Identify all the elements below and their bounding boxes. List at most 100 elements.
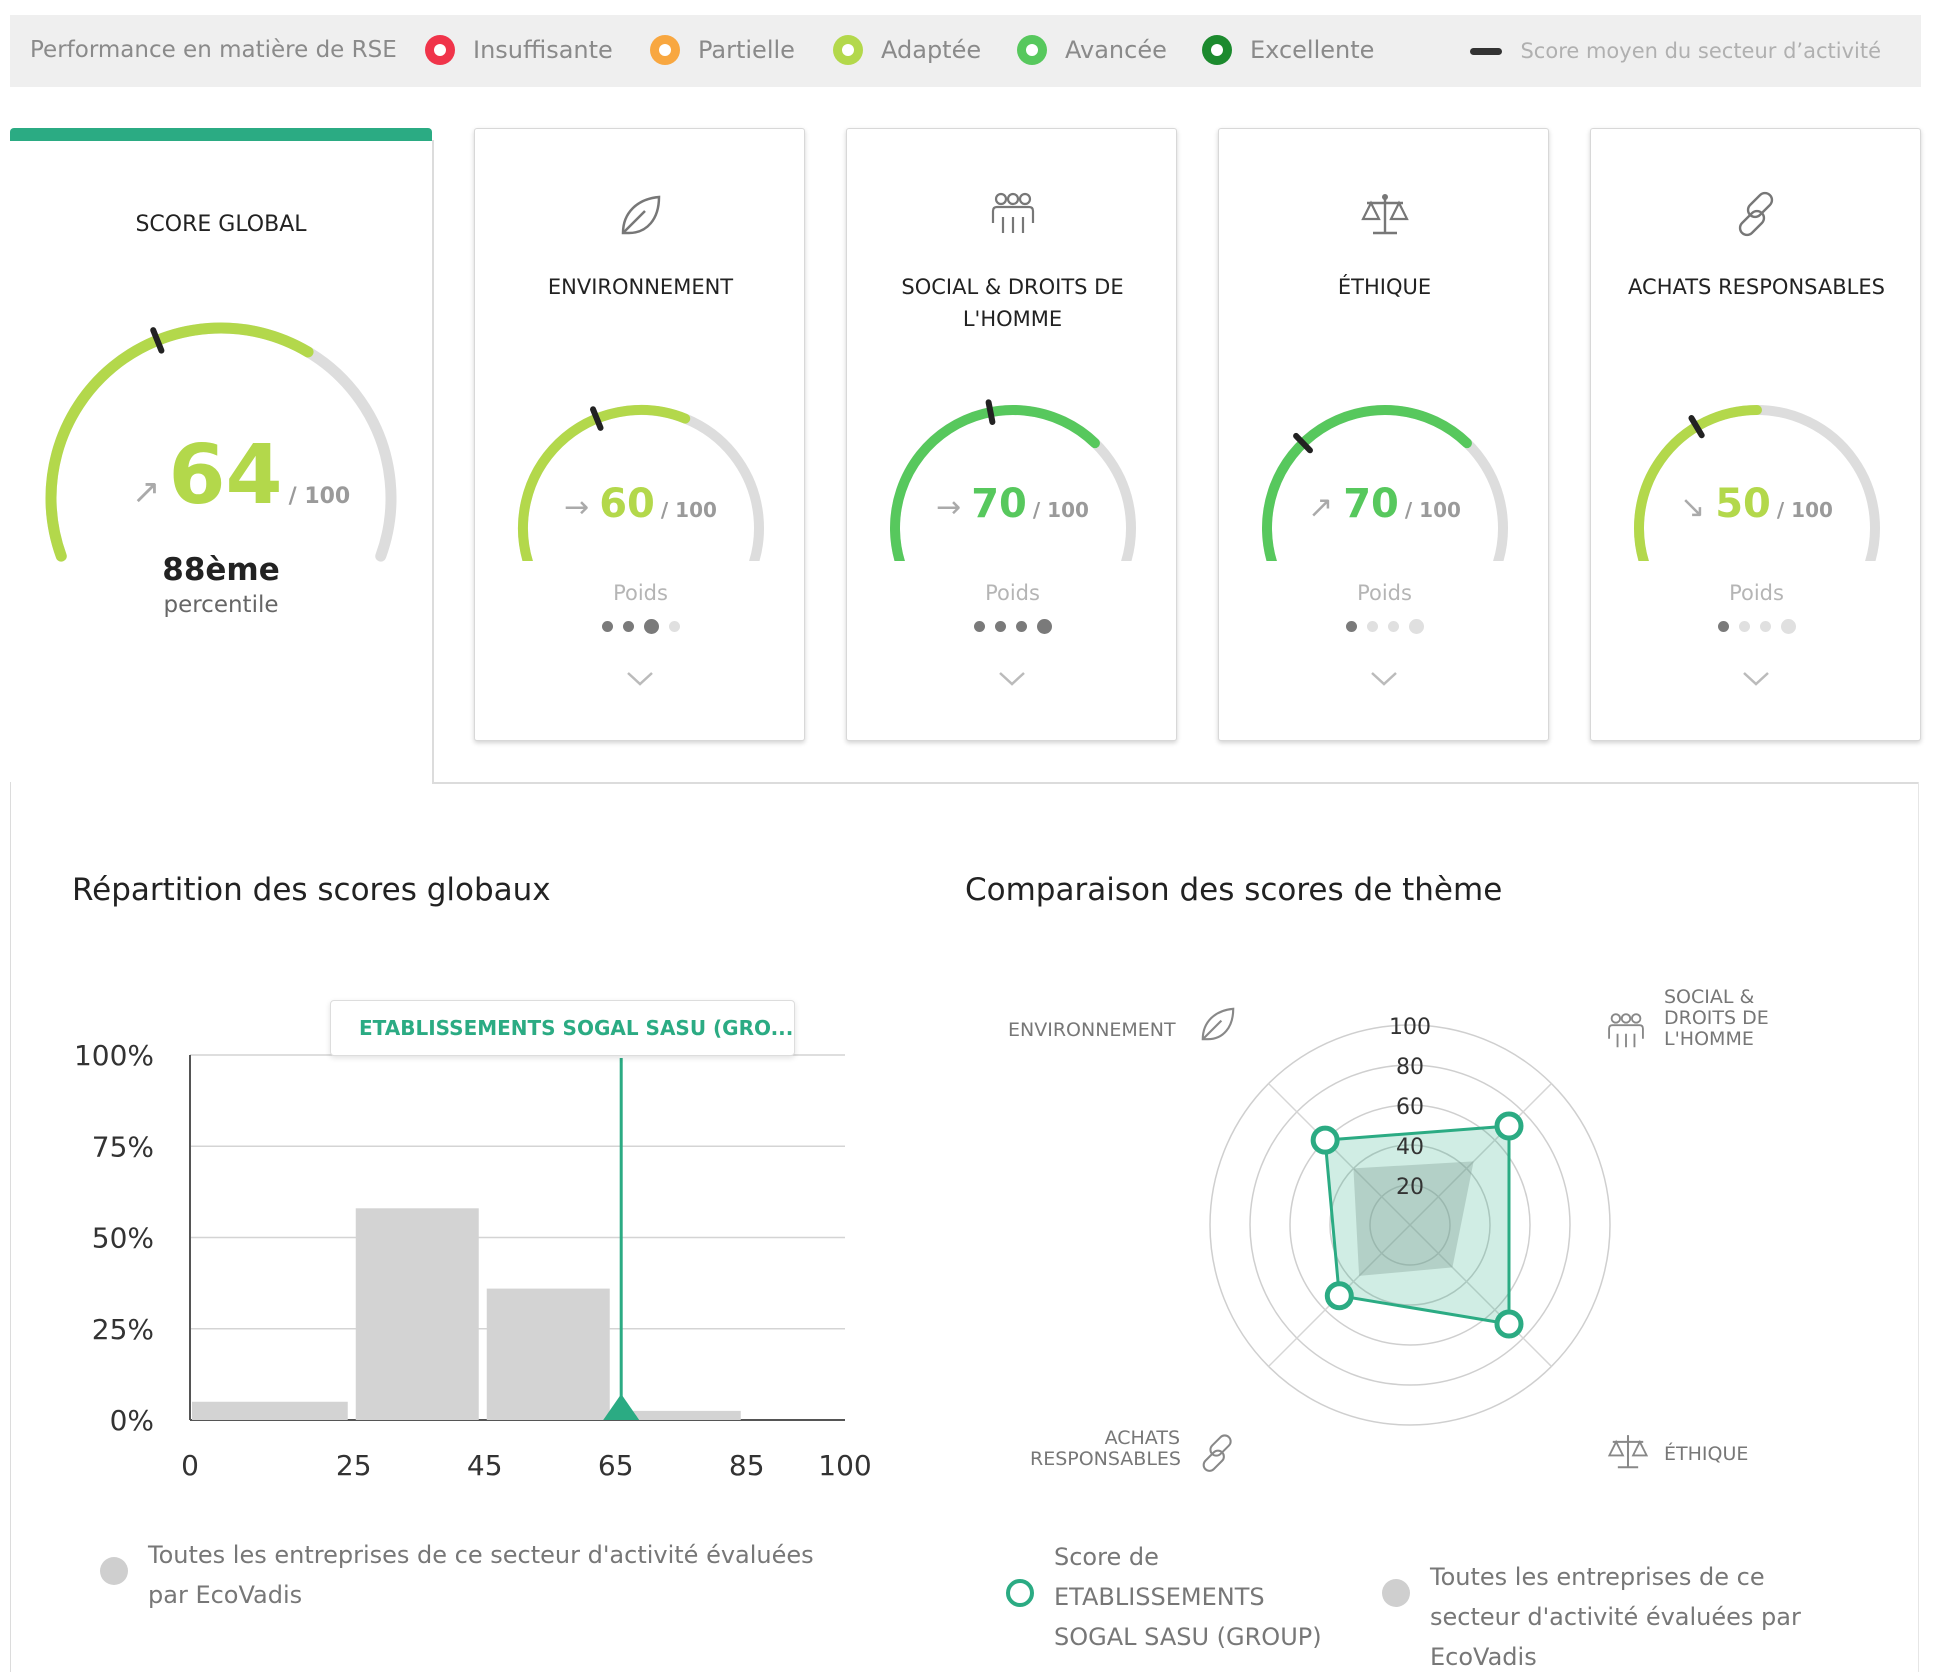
x-tick-label: 25: [336, 1449, 372, 1482]
frame-line: [432, 782, 1919, 784]
theme-score-max: / 100: [1032, 498, 1089, 522]
weight-dots: [1219, 619, 1550, 634]
legend-label: Insuffisante: [473, 36, 613, 64]
link-icon: [1738, 191, 1774, 237]
theme-score-number: 60: [599, 481, 655, 527]
weight-dots: [475, 619, 806, 634]
distribution-legend: Toutes les entreprises de ce secteur d'a…: [100, 1535, 860, 1615]
company-point: [1494, 1309, 1524, 1339]
company-point: [1310, 1125, 1340, 1155]
theme-title: SOCIAL & DROITS DE L'HOMME: [901, 275, 1124, 331]
frame-line: [1918, 782, 1919, 1672]
global-score-value: ↗ 64 / 100: [132, 428, 350, 523]
distribution-bar: [192, 1401, 348, 1420]
radar-axis-ethique: ÉTHIQUE: [1664, 1443, 1749, 1465]
distribution-bar: [617, 1410, 741, 1420]
x-tick-label: 100: [818, 1449, 871, 1482]
chevron-down-icon[interactable]: [1369, 669, 1399, 689]
global-score-gauge: [45, 322, 397, 562]
scales-icon: [1607, 1435, 1649, 1469]
gauge-fill: [518, 405, 691, 561]
theme-score-number: 70: [1343, 481, 1399, 527]
radar-tick-label: 100: [1389, 1015, 1431, 1040]
arrow-up-right-icon: ↗: [132, 472, 161, 512]
theme-gauge: [518, 405, 764, 561]
distribution-bar: [486, 1288, 610, 1420]
radar-axis-environnement: ENVIRONNEMENT: [1008, 1019, 1176, 1041]
link-icon: [1202, 1434, 1232, 1472]
theme-card-environnement[interactable]: ENVIRONNEMENT → 60 / 100 Poids: [474, 128, 805, 741]
theme-card-achats[interactable]: ACHATS RESPONSABLES ↘ 50 / 100 Poids: [1590, 128, 1921, 741]
weight-label: Poids: [1357, 581, 1412, 605]
axis-line: ACHATS: [1104, 1427, 1180, 1449]
legend-label: Excellente: [1250, 36, 1375, 64]
company-tooltip: ETABLISSEMENTS SOGAL SASU (GRO...: [330, 1000, 795, 1056]
company-point: [1494, 1111, 1524, 1141]
weight-dots: [847, 619, 1178, 634]
chevron-down-icon[interactable]: [997, 669, 1027, 689]
selected-indicator: [10, 128, 432, 141]
radar-legend-sector-label: Toutes les entreprises de ce secteur d'a…: [1430, 1563, 1801, 1671]
theme-score-max: / 100: [1404, 498, 1461, 522]
leaf-icon: [621, 195, 661, 235]
distribution-legend-label: Toutes les entreprises de ce secteur d'a…: [148, 1541, 814, 1609]
company-point: [1324, 1281, 1354, 1311]
theme-title: ACHATS RESPONSABLES: [1628, 275, 1885, 299]
sector-area: [1353, 1161, 1474, 1276]
scales-icon: [1361, 194, 1409, 235]
company-dot-icon: [1006, 1579, 1034, 1607]
radar-ring: [1329, 1144, 1491, 1306]
theme-score: → 70 / 100: [847, 481, 1178, 527]
status-dot-icon: [425, 35, 455, 65]
theme-score-number: 50: [1715, 481, 1771, 527]
sector-dot-icon: [1382, 1579, 1410, 1607]
x-tick-label: 65: [598, 1449, 634, 1482]
distribution-title: Répartition des scores globaux: [72, 872, 551, 908]
legend-sector-average: Score moyen du secteur d’activité: [1470, 39, 1881, 63]
sector-average-marker: [1293, 432, 1313, 454]
theme-gauge: [1634, 405, 1880, 561]
percentile-rank: 88ème: [162, 552, 280, 588]
global-score-number: 64: [168, 428, 283, 523]
chevron-down-icon[interactable]: [1741, 669, 1771, 689]
arrow-down-right-icon: ↘: [1680, 490, 1706, 525]
axis-line: SOCIAL &: [1664, 986, 1755, 1008]
theme-score-max: / 100: [660, 498, 717, 522]
radar-axis-social: SOCIAL & DROITS DE L'HOMME: [1664, 987, 1769, 1050]
x-tick-label: 85: [729, 1449, 765, 1482]
theme-score-max: / 100: [1776, 498, 1833, 522]
legend-label: Score moyen du secteur d’activité: [1520, 39, 1881, 63]
radar-tick-label: 80: [1396, 1055, 1424, 1080]
sector-dot-icon: [100, 1557, 128, 1585]
x-tick-label: 0: [181, 1449, 199, 1482]
sector-average-marker: [1688, 415, 1705, 439]
global-score-panel: SCORE GLOBAL ↗ 64 / 100 88ème percentile: [10, 128, 432, 782]
theme-card-ethique[interactable]: ÉTHIQUE ↗ 70 / 100 Poids: [1218, 128, 1549, 741]
legend-excellente: Excellente: [1202, 35, 1374, 65]
radar-tick-label: 60: [1396, 1095, 1424, 1120]
status-dot-icon: [1017, 35, 1047, 65]
theme-gauge: [890, 399, 1136, 561]
axis-line: DROITS DE: [1664, 1007, 1769, 1029]
weight-dots: [1591, 619, 1922, 634]
theme-title: ÉTHIQUE: [1337, 275, 1432, 299]
weight-label: Poids: [613, 581, 668, 605]
radar-spoke: [1409, 1224, 1552, 1367]
y-tick-label: 25%: [92, 1313, 154, 1346]
performance-legend: Performance en matière de RSE Insuffisan…: [10, 15, 1921, 87]
radar-legend-company-label: Score de ETABLISSEMENTS SOGAL SASU (GROU…: [1054, 1543, 1322, 1651]
frame-line: [10, 782, 11, 1672]
status-dot-icon: [650, 35, 680, 65]
chevron-down-icon[interactable]: [625, 669, 655, 689]
theme-card-social[interactable]: SOCIAL & DROITS DE L'HOMME → 70 / 100 Po…: [846, 128, 1177, 741]
frame-line: [432, 140, 434, 784]
axis-line: L'HOMME: [1664, 1028, 1754, 1050]
radar-ring: [1209, 1024, 1611, 1426]
theme-score: ↘ 50 / 100: [1591, 481, 1922, 527]
legend-label: Avancée: [1065, 36, 1167, 64]
theme-gauge: [1262, 405, 1508, 561]
y-tick-label: 0%: [110, 1404, 154, 1437]
radar-legend-company: Score de ETABLISSEMENTS SOGAL SASU (GROU…: [1006, 1537, 1346, 1657]
arrow-right-icon: →: [564, 490, 590, 525]
weight-label: Poids: [985, 581, 1040, 605]
